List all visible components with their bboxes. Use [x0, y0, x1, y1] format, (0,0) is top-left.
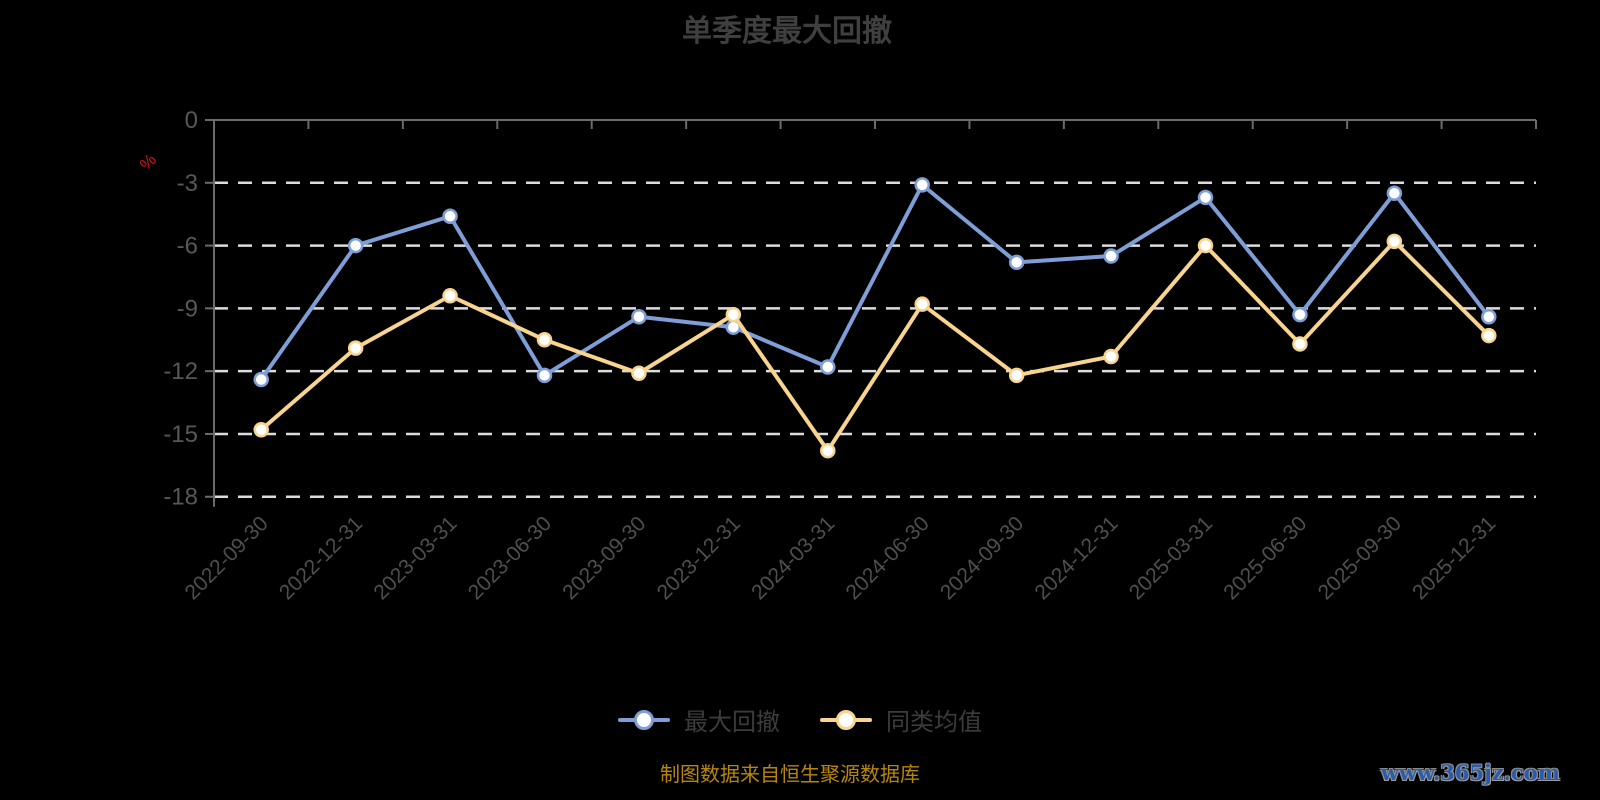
data-point-marker[interactable]	[1008, 254, 1025, 271]
svg-text:-3: -3	[177, 170, 198, 197]
svg-text:2023-03-31: 2023-03-31	[369, 512, 461, 604]
legend-label-max-drawdown: 最大回撤	[684, 709, 780, 736]
data-point-marker[interactable]	[1008, 367, 1025, 384]
svg-text:-6: -6	[177, 233, 198, 260]
data-point-marker[interactable]	[631, 308, 647, 325]
y-axis-unit-label: %	[136, 150, 160, 174]
svg-text:-15: -15	[163, 421, 198, 448]
svg-text:-9: -9	[177, 295, 198, 322]
data-point-marker[interactable]	[536, 367, 553, 384]
data-point-marker[interactable]	[442, 288, 458, 304]
data-point-marker[interactable]	[914, 177, 930, 193]
data-point-marker[interactable]	[1292, 306, 1308, 323]
x-axis-labels: 2022-09-30 2022-12-31 2023-03-31 2023-06-30…	[181, 512, 1501, 604]
data-point-marker[interactable]	[914, 296, 930, 312]
legend-circle-swatch	[634, 709, 654, 730]
svg-text:2025-09-30: 2025-09-30	[1314, 512, 1406, 604]
data-point-marker[interactable]	[1197, 189, 1214, 206]
svg-text:-18: -18	[163, 484, 198, 511]
series-max-drawdown	[253, 177, 1497, 388]
svg-text:2023-12-31: 2023-12-31	[653, 512, 745, 604]
legend-circle-swatch	[836, 709, 856, 730]
line-marker-icon	[820, 709, 872, 730]
legend-label-peer-average: 同类均值	[886, 709, 982, 736]
legend-item-max-drawdown[interactable]: 最大回撤	[618, 702, 780, 737]
data-point-marker[interactable]	[631, 365, 647, 382]
data-point-marker[interactable]	[1481, 308, 1497, 325]
svg-text:2024-12-31: 2024-12-31	[1030, 512, 1122, 604]
series-peer-average	[253, 233, 1497, 459]
svg-text:2023-06-30: 2023-06-30	[464, 512, 556, 604]
data-point-marker[interactable]	[1103, 348, 1119, 365]
data-point-marker[interactable]	[253, 422, 269, 438]
svg-text:-12: -12	[163, 358, 198, 385]
legend: 最大回撤 同类均值	[0, 702, 1600, 737]
data-point-marker[interactable]	[1481, 327, 1497, 344]
svg-text:2023-09-30: 2023-09-30	[558, 512, 650, 604]
gridlines	[214, 181, 1536, 498]
svg-text:2025-12-31: 2025-12-31	[1408, 512, 1500, 604]
data-point-marker[interactable]	[536, 332, 553, 348]
svg-text:2025-06-30: 2025-06-30	[1219, 512, 1311, 604]
svg-text:2025-03-31: 2025-03-31	[1125, 512, 1217, 604]
svg-text:2024-09-30: 2024-09-30	[936, 512, 1028, 604]
data-point-marker[interactable]	[820, 442, 836, 459]
data-point-marker[interactable]	[347, 340, 364, 356]
data-point-marker[interactable]	[1386, 233, 1403, 250]
data-point-marker[interactable]	[1197, 237, 1214, 254]
watermark-link[interactable]: www.365jz.com	[1380, 760, 1560, 785]
line-marker-icon	[618, 709, 670, 730]
svg-text:2022-12-31: 2022-12-31	[275, 512, 367, 604]
axes: 0 -3 -6 -9 -12 -15 -18	[163, 107, 1537, 511]
data-point-marker[interactable]	[442, 208, 458, 225]
data-point-marker[interactable]	[253, 371, 269, 388]
svg-text:2022-09-30: 2022-09-30	[181, 512, 273, 604]
data-source-caption: 制图数据来自恒生聚源数据库	[660, 764, 920, 786]
data-point-marker[interactable]	[347, 237, 364, 254]
svg-text:0: 0	[185, 107, 198, 134]
data-point-marker[interactable]	[820, 359, 836, 375]
chart-title: 单季度最大回撤	[682, 15, 892, 48]
legend-item-peer-average[interactable]: 同类均值	[820, 702, 982, 737]
data-point-marker[interactable]	[1386, 185, 1403, 202]
data-point-marker[interactable]	[1292, 336, 1308, 352]
svg-text:2024-06-30: 2024-06-30	[842, 512, 934, 604]
data-point-marker[interactable]	[1103, 248, 1119, 264]
svg-text:2024-03-31: 2024-03-31	[747, 512, 839, 604]
data-point-marker[interactable]	[725, 306, 742, 323]
